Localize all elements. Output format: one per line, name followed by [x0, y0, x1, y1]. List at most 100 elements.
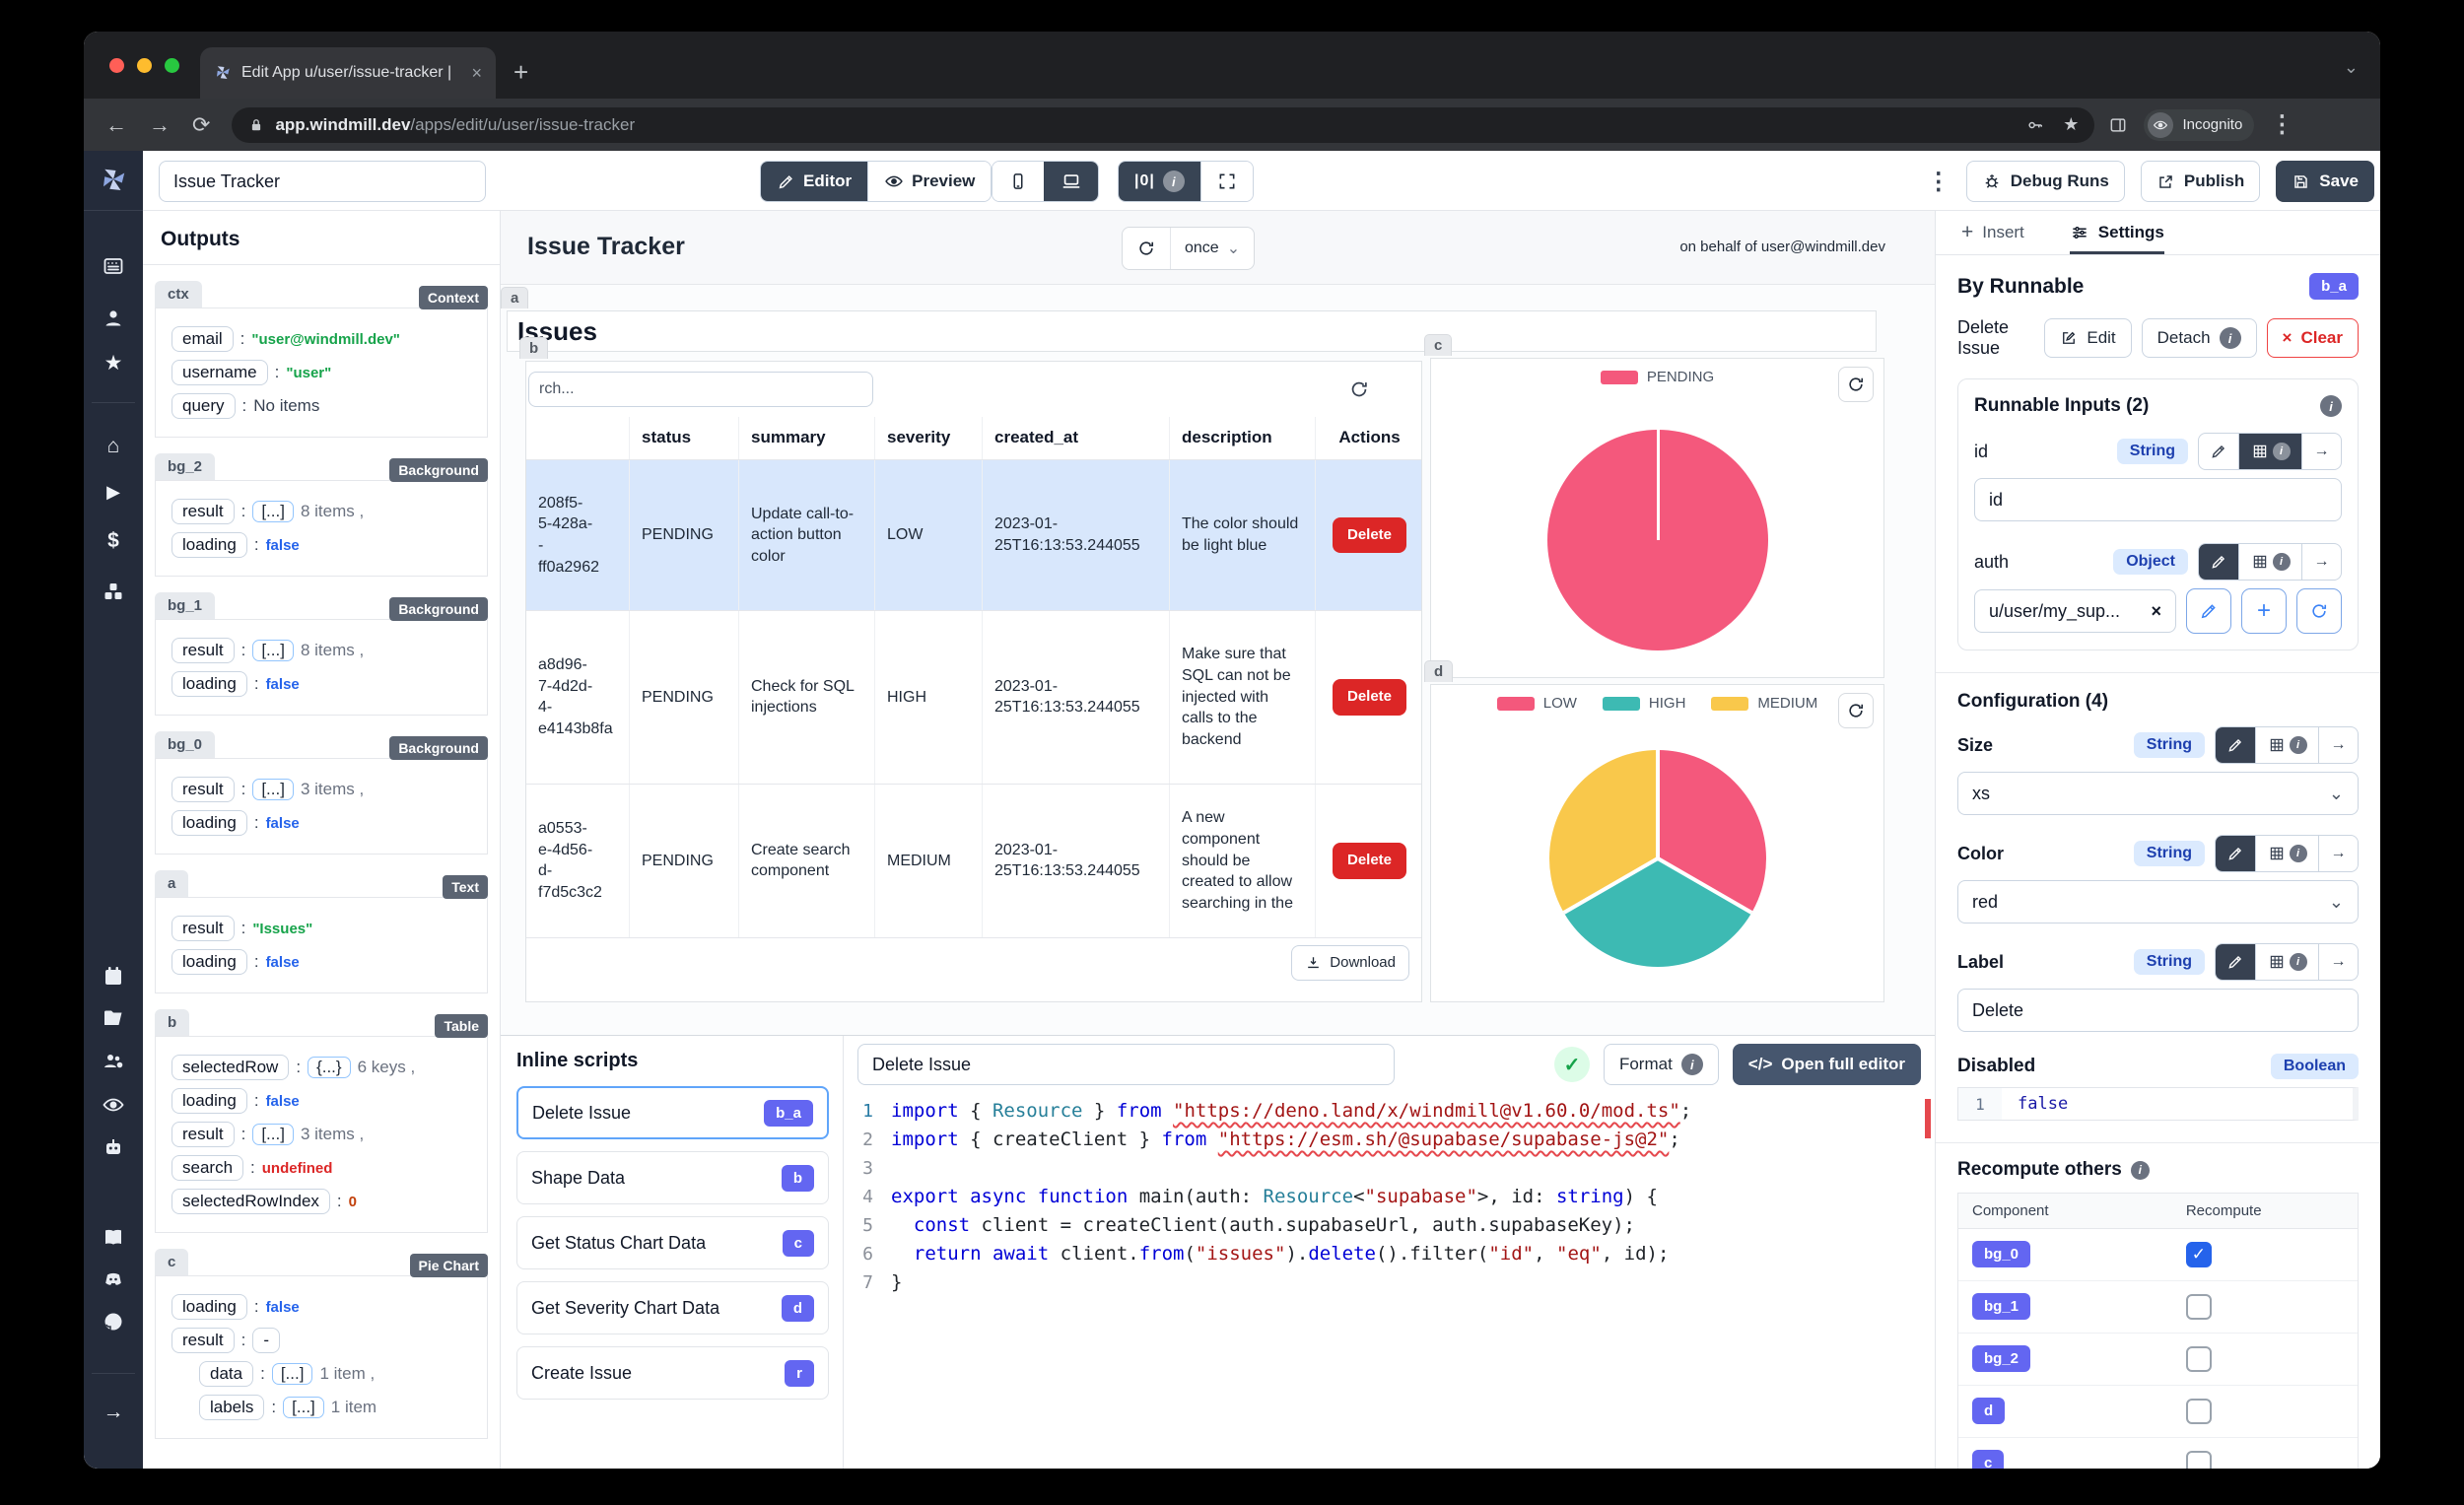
- array-expander[interactable]: [...]: [252, 640, 294, 661]
- section-id[interactable]: a: [155, 870, 189, 897]
- section-id[interactable]: bg_1: [155, 592, 216, 619]
- recompute-checkbox[interactable]: ✓: [2185, 1451, 2212, 1469]
- output-key[interactable]: email: [171, 326, 234, 352]
- component-badge[interactable]: bg_1: [1972, 1293, 2031, 1320]
- close-window-button[interactable]: [109, 58, 124, 73]
- array-expander[interactable]: [...]: [252, 501, 294, 522]
- recompute-checkbox[interactable]: ✓: [2185, 1242, 2212, 1267]
- schedules-calendar-icon[interactable]: [102, 964, 125, 988]
- browser-tab[interactable]: Edit App u/user/issue-tracker | ×: [200, 47, 496, 99]
- output-key[interactable]: search: [171, 1155, 244, 1181]
- output-key[interactable]: result: [171, 777, 235, 802]
- eval-mode-button[interactable]: →: [2318, 727, 2358, 763]
- delete-button[interactable]: Delete: [1332, 679, 1407, 716]
- array-expander[interactable]: [...]: [252, 779, 294, 800]
- output-key[interactable]: result: [171, 499, 235, 524]
- script-item-shape-data[interactable]: Shape Data b: [516, 1151, 829, 1204]
- output-key[interactable]: query: [171, 393, 236, 419]
- back-icon[interactable]: ←: [105, 111, 127, 137]
- groups-icon[interactable]: [102, 1049, 125, 1072]
- windmill-logo[interactable]: [84, 151, 143, 211]
- resources-cubes-icon[interactable]: [102, 580, 125, 603]
- auth-resource-input[interactable]: u/user/my_sup... ×: [1974, 589, 2176, 633]
- output-key[interactable]: result: [171, 1328, 235, 1353]
- static-mode-button[interactable]: [2216, 727, 2255, 763]
- pane-splitter[interactable]: [501, 1035, 1935, 1036]
- home-icon[interactable]: ⌂: [106, 435, 120, 457]
- reload-icon[interactable]: ⟳: [192, 111, 211, 137]
- debug-runs-button[interactable]: Debug Runs: [1965, 161, 2125, 202]
- folders-icon[interactable]: [102, 1006, 125, 1030]
- detach-button[interactable]: Detach i: [2141, 318, 2257, 358]
- section-id[interactable]: bg_0: [155, 731, 216, 758]
- forward-icon[interactable]: →: [149, 111, 171, 137]
- output-key[interactable]: labels: [199, 1395, 265, 1420]
- bookmark-star-icon[interactable]: ★: [2063, 114, 2080, 134]
- label-input[interactable]: Delete: [1957, 989, 2359, 1032]
- section-id[interactable]: b: [155, 1009, 190, 1036]
- delete-button[interactable]: Delete: [1332, 843, 1407, 879]
- clear-button[interactable]: × Clear: [2266, 318, 2359, 358]
- object-expander[interactable]: {...}: [308, 1057, 351, 1078]
- output-key[interactable]: result: [171, 1122, 235, 1147]
- static-mode-button[interactable]: [2216, 836, 2255, 871]
- recompute-checkbox[interactable]: ✓: [2185, 1346, 2212, 1372]
- eval-mode-button[interactable]: →: [2318, 836, 2358, 871]
- preview-mode-button[interactable]: Preview: [867, 162, 992, 201]
- script-item-get-severity-chart-data[interactable]: Get Severity Chart Data d: [516, 1281, 829, 1334]
- chart-refresh-button[interactable]: [1838, 367, 1874, 402]
- window-controls[interactable]: [109, 58, 179, 73]
- legend-low[interactable]: LOW: [1496, 695, 1577, 712]
- section-id[interactable]: bg_2: [155, 453, 216, 480]
- edit-resource-button[interactable]: [2186, 588, 2231, 634]
- array-expander[interactable]: [...]: [283, 1397, 324, 1418]
- col-id[interactable]: [526, 417, 630, 459]
- text-component[interactable]: a Issues: [501, 287, 1877, 352]
- format-button[interactable]: Format i: [1603, 1044, 1719, 1085]
- connect-mode-button[interactable]: i: [2255, 944, 2318, 980]
- clear-resource-icon[interactable]: ×: [2151, 600, 2161, 621]
- refresh-mode-select[interactable]: once ⌄: [1185, 239, 1241, 257]
- browser-menu-icon[interactable]: ⋮: [2270, 111, 2294, 138]
- table-row[interactable]: a0553- e-4d56- d- f7d5c3c2 PENDING Creat…: [526, 784, 1421, 938]
- id-value-input[interactable]: id: [1974, 478, 2342, 521]
- delete-button[interactable]: Delete: [1332, 516, 1407, 554]
- severity-pie-chart[interactable]: d LOW HIGH MEDIUM: [1424, 660, 1884, 1002]
- tab-insert[interactable]: + Insert: [1961, 221, 2024, 243]
- minimize-window-button[interactable]: [137, 58, 152, 73]
- section-id[interactable]: ctx: [155, 281, 202, 308]
- connect-mode-button[interactable]: i: [2255, 836, 2318, 871]
- status-pie-chart[interactable]: c PENDING: [1424, 334, 1884, 678]
- schema-view-button[interactable]: |0| i: [1119, 162, 1200, 201]
- col-severity[interactable]: severity: [875, 417, 983, 459]
- password-key-icon[interactable]: [2025, 115, 2045, 135]
- output-key[interactable]: loading: [171, 532, 247, 558]
- static-mode-button[interactable]: [2199, 434, 2238, 469]
- variables-dollar-icon[interactable]: $: [107, 529, 119, 552]
- output-key[interactable]: selectedRowIndex: [171, 1189, 330, 1214]
- apps-icon[interactable]: [102, 254, 125, 278]
- connect-mode-button[interactable]: i: [2255, 727, 2318, 763]
- col-summary[interactable]: summary: [739, 417, 875, 459]
- output-key[interactable]: loading: [171, 810, 247, 836]
- legend-pending[interactable]: PENDING: [1600, 369, 1714, 385]
- side-panel-icon[interactable]: [2108, 115, 2128, 135]
- script-item-delete-issue[interactable]: Delete Issue b_a: [516, 1086, 829, 1139]
- component-badge[interactable]: d: [1972, 1398, 2006, 1424]
- color-select[interactable]: red ⌄: [1957, 880, 2359, 924]
- component-badge[interactable]: bg_0: [1972, 1241, 2031, 1267]
- workers-robot-icon[interactable]: [102, 1135, 125, 1159]
- legend-high[interactable]: HIGH: [1602, 695, 1685, 712]
- table-row[interactable]: 208f5- 5-428a- - ff0a2962 PENDING Update…: [526, 459, 1421, 611]
- new-tab-button[interactable]: +: [513, 57, 529, 87]
- eval-mode-button[interactable]: →: [2301, 434, 2341, 469]
- script-item-get-status-chart-data[interactable]: Get Status Chart Data c: [516, 1216, 829, 1269]
- open-full-editor-button[interactable]: </> Open full editor: [1732, 1044, 1921, 1085]
- static-mode-button[interactable]: [2199, 544, 2238, 580]
- output-key[interactable]: result: [171, 638, 235, 663]
- tab-settings[interactable]: Settings: [2070, 211, 2164, 254]
- connect-mode-button[interactable]: i: [2238, 434, 2301, 469]
- collapse-sidebar-icon[interactable]: →: [103, 1401, 124, 1423]
- publish-button[interactable]: Publish: [2140, 161, 2261, 202]
- save-button[interactable]: Save: [2276, 161, 2374, 202]
